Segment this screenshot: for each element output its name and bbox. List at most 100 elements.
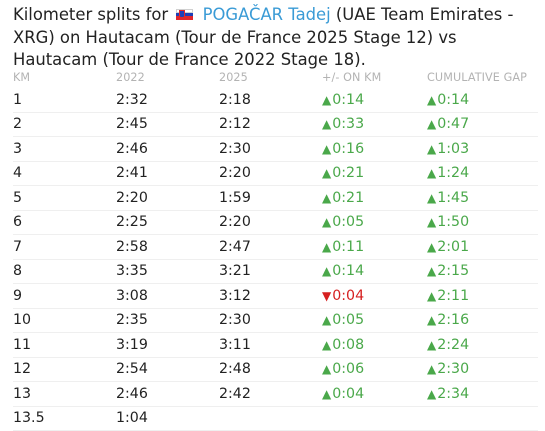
- time-2025-cell: 2:20: [219, 210, 322, 235]
- time-2025-cell: 2:30: [219, 136, 322, 162]
- diff-cell: ▲0:06: [322, 357, 427, 382]
- cumulative-gap-cell-value: 1:50: [437, 214, 470, 231]
- cumulative-gap-cell: ▲1:24: [427, 161, 538, 186]
- time-2025-cell: 2:30: [219, 308, 322, 333]
- time-2025-cell: 2:12: [219, 112, 322, 137]
- diff-cell-value: 0:14: [332, 91, 365, 108]
- km-cell: 9: [13, 283, 116, 309]
- time-2022-cell: 2:35: [116, 308, 219, 333]
- table-row: 6 2:25 2:20 ▲0:05 ▲1:50: [13, 210, 538, 235]
- page-title: Kilometer splits for POGAČAR Tadej (UAE …: [13, 4, 538, 72]
- time-2022-cell: 3:08: [116, 283, 219, 309]
- cumulative-gap-cell-value: 2:34: [437, 385, 470, 402]
- table-row: 2 2:45 2:12 ▲0:33 ▲0:47: [13, 112, 538, 137]
- diff-cell-value: 0:04: [332, 385, 365, 402]
- km-cell: 2: [13, 112, 116, 137]
- triangle-up-icon: ▲: [427, 264, 437, 279]
- rider-name-link[interactable]: POGAČAR Tadej: [202, 5, 331, 24]
- cumulative-gap-cell-value: 2:01: [437, 238, 470, 255]
- km-cell: 8: [13, 259, 116, 284]
- cumulative-gap-cell-value: 1:03: [437, 140, 470, 157]
- cumulative-gap-cell-value: 0:14: [437, 91, 470, 108]
- diff-cell: ▲0:21: [322, 185, 427, 211]
- km-cell: 12: [13, 357, 116, 382]
- column-header-cumulative: CUMULATIVE GAP: [427, 71, 527, 84]
- diff-cell: [322, 406, 427, 431]
- cumulative-gap-cell: ▲2:11: [427, 283, 538, 309]
- table-row: 1 2:32 2:18 ▲0:14 ▲0:14: [13, 88, 538, 113]
- diff-cell-value: 0:33: [332, 116, 365, 133]
- column-header-diff: +/- ON KM: [322, 71, 382, 84]
- diff-cell-value: 0:06: [332, 361, 365, 378]
- column-header-2022: 2022: [116, 71, 145, 84]
- time-2025-cell: 2:18: [219, 88, 322, 113]
- km-cell: 13: [13, 381, 116, 407]
- time-2025-cell: 3:11: [219, 332, 322, 358]
- km-cell: 10: [13, 308, 116, 333]
- triangle-up-icon: ▲: [427, 313, 437, 328]
- table-row: 11 3:19 3:11 ▲0:08 ▲2:24: [13, 332, 538, 358]
- triangle-up-icon: ▲: [427, 117, 437, 132]
- title-prefix: Kilometer splits for: [13, 5, 169, 24]
- triangle-up-icon: ▲: [322, 117, 332, 132]
- title-suffix: (UAE Team Emirates - XRG) on Hautacam (T…: [13, 5, 514, 69]
- cumulative-gap-cell-value: 1:24: [437, 165, 470, 182]
- table-row: 4 2:41 2:20 ▲0:21 ▲1:24: [13, 161, 538, 186]
- km-cell: 4: [13, 161, 116, 186]
- table-row: 9 3:08 3:12 ▼0:04 ▲2:11: [13, 283, 538, 309]
- cumulative-gap-cell: ▲1:45: [427, 185, 538, 211]
- time-2025-cell: 3:12: [219, 283, 322, 309]
- diff-cell: ▲0:05: [322, 308, 427, 333]
- column-header-2025: 2025: [219, 71, 248, 84]
- km-cell: 3: [13, 136, 116, 162]
- km-cell: 6: [13, 210, 116, 235]
- time-2022-cell: 2:20: [116, 185, 219, 211]
- cumulative-gap-cell: [427, 406, 538, 431]
- diff-cell-value: 0:08: [332, 336, 365, 353]
- diff-cell-value: 0:04: [332, 287, 365, 304]
- km-cell: 13.5: [13, 406, 116, 431]
- time-2022-cell: 3:19: [116, 332, 219, 358]
- time-2025-cell: 2:20: [219, 161, 322, 186]
- km-cell: 5: [13, 185, 116, 211]
- diff-cell: ▲0:05: [322, 210, 427, 235]
- diff-cell-value: 0:21: [332, 189, 365, 206]
- time-2022-cell: 2:46: [116, 381, 219, 407]
- time-2025-cell: 1:59: [219, 185, 322, 211]
- km-cell: 1: [13, 88, 116, 113]
- cumulative-gap-cell-value: 2:11: [437, 287, 470, 304]
- triangle-up-icon: ▲: [322, 313, 332, 328]
- triangle-up-icon: ▲: [322, 239, 332, 254]
- triangle-up-icon: ▲: [427, 386, 437, 401]
- diff-cell: ▲0:14: [322, 88, 427, 113]
- cumulative-gap-cell-value: 0:47: [437, 116, 470, 133]
- km-cell: 7: [13, 234, 116, 260]
- triangle-up-icon: ▲: [322, 337, 332, 352]
- table-header-row: KM 2022 2025 +/- ON KM CUMULATIVE GAP: [13, 67, 538, 88]
- time-2022-cell: 2:45: [116, 112, 219, 137]
- column-header-km: KM: [13, 71, 31, 84]
- diff-cell: ▲0:14: [322, 259, 427, 284]
- diff-cell: ▲0:08: [322, 332, 427, 358]
- km-cell: 11: [13, 332, 116, 358]
- diff-cell-value: 0:16: [332, 140, 365, 157]
- cumulative-gap-cell: ▲0:47: [427, 112, 538, 137]
- triangle-up-icon: ▲: [322, 92, 332, 107]
- time-2025-cell: 2:48: [219, 357, 322, 382]
- triangle-up-icon: ▲: [427, 92, 437, 107]
- diff-cell: ▲0:04: [322, 381, 427, 407]
- diff-cell: ▲0:11: [322, 234, 427, 260]
- triangle-up-icon: ▲: [322, 386, 332, 401]
- table-row: 13.5 1:04: [13, 406, 538, 431]
- time-2022-cell: 2:32: [116, 88, 219, 113]
- triangle-up-icon: ▲: [427, 215, 437, 230]
- diff-cell-value: 0:05: [332, 312, 365, 329]
- cumulative-gap-cell: ▲1:03: [427, 136, 538, 162]
- triangle-up-icon: ▲: [322, 362, 332, 377]
- diff-cell: ▲0:33: [322, 112, 427, 137]
- time-2022-cell: 3:35: [116, 259, 219, 284]
- time-2025-cell: 3:21: [219, 259, 322, 284]
- time-2022-cell: 2:46: [116, 136, 219, 162]
- time-2022-cell: 2:58: [116, 234, 219, 260]
